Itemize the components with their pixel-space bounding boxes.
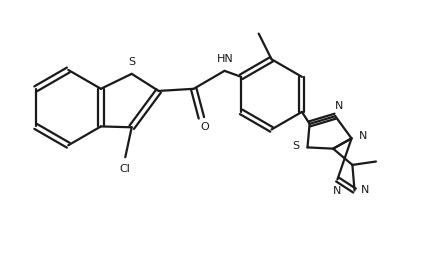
Text: S: S [128, 57, 135, 67]
Text: O: O [201, 122, 209, 132]
Text: N: N [359, 131, 368, 141]
Text: S: S [292, 141, 299, 151]
Text: N: N [361, 185, 369, 195]
Text: Cl: Cl [120, 164, 131, 174]
Text: N: N [334, 101, 343, 111]
Text: N: N [333, 186, 342, 196]
Text: HN: HN [217, 54, 234, 64]
